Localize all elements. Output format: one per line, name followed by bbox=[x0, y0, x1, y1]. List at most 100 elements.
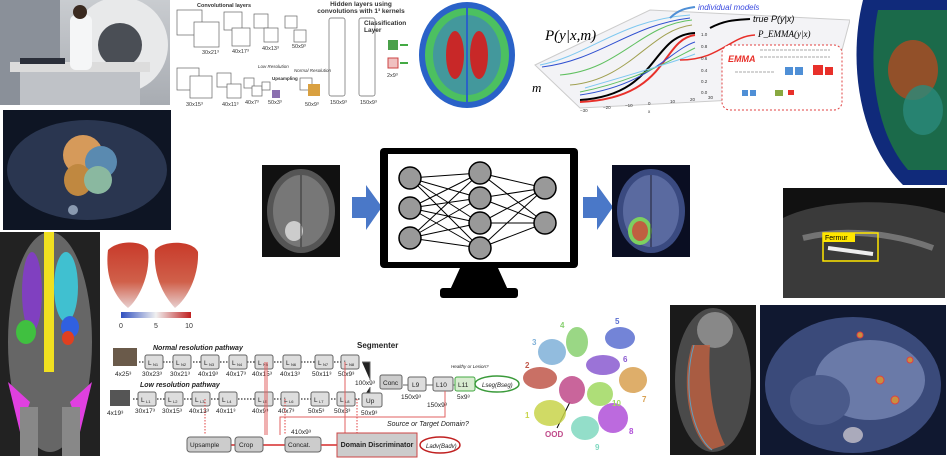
nn-connection bbox=[409, 222, 481, 239]
l9-block bbox=[407, 376, 427, 392]
domain-discriminator-block bbox=[336, 432, 418, 458]
layer-size: 40x15³ bbox=[252, 371, 273, 378]
nn-connection bbox=[409, 177, 481, 249]
conc-label: Conc bbox=[383, 380, 399, 387]
tsne-cluster-label: 7 bbox=[642, 395, 647, 404]
nn-connection bbox=[479, 187, 546, 249]
layer-subscript: L1 bbox=[146, 399, 151, 404]
input-size: 4x19³ bbox=[107, 410, 124, 417]
layer-label: L bbox=[232, 360, 236, 367]
layer-block bbox=[254, 354, 274, 370]
layer-block bbox=[336, 391, 356, 407]
emma-label: EMMA bbox=[728, 54, 756, 64]
x-tick: −30 bbox=[580, 108, 588, 113]
conc-size: 100x9³ bbox=[355, 380, 376, 387]
layer-label: L bbox=[204, 360, 208, 367]
l10-size: 150x9³ bbox=[427, 402, 448, 409]
healthy-label: Healthy or Lesion? bbox=[451, 364, 489, 369]
nn-node bbox=[398, 166, 422, 190]
layer-subscript: N6 bbox=[291, 362, 297, 367]
tsne-cluster-plot: 1 2 3 4 5 6 7 8 9 10 OOD bbox=[515, 310, 665, 460]
size-label: 50x9³ bbox=[292, 44, 306, 50]
size-label: 40x13³ bbox=[262, 46, 279, 52]
normal-path-label: Normal resolution pathway bbox=[153, 345, 244, 352]
nn-node bbox=[533, 176, 557, 200]
size-label: 50x9³ bbox=[305, 102, 319, 108]
output-segmented-brain bbox=[612, 165, 690, 257]
arrow-right-icon bbox=[352, 185, 382, 230]
nn-connection bbox=[479, 187, 546, 224]
layer-subscript: N2 bbox=[181, 362, 187, 367]
layer-label: L bbox=[340, 397, 344, 404]
x-tick: 0 bbox=[648, 101, 651, 106]
tsne-cluster-label: 1 bbox=[525, 411, 530, 420]
input-size: 4x25³ bbox=[115, 371, 132, 378]
tsne-cluster bbox=[587, 382, 613, 406]
z-tick: 0.4 bbox=[701, 68, 708, 73]
layer-subscript: L7 bbox=[319, 399, 324, 404]
tsne-cluster bbox=[619, 367, 647, 393]
layer-subscript: N4 bbox=[237, 362, 243, 367]
heart-3d-map: 0 5 10 bbox=[103, 240, 203, 332]
z-tick: 0.2 bbox=[701, 79, 708, 84]
layer-label: L bbox=[258, 397, 262, 404]
layer-label: L bbox=[195, 397, 199, 404]
size-label: 50x3³ bbox=[268, 100, 282, 106]
l9-size: 150x9³ bbox=[401, 394, 422, 401]
layer-label: L bbox=[148, 360, 152, 367]
layer-size: 40x9³ bbox=[252, 408, 269, 415]
layer-size: 50x9³ bbox=[338, 371, 355, 378]
layer-size: 50x3³ bbox=[334, 408, 351, 415]
crop-label: Crop bbox=[239, 442, 253, 449]
nn-connection bbox=[409, 177, 481, 224]
layer-block bbox=[314, 354, 334, 370]
low-res-label: Low Resolution bbox=[258, 64, 289, 69]
size-label: 2x9³ bbox=[387, 73, 398, 79]
layer-subscript: N1 bbox=[153, 362, 159, 367]
domain-adaptation-segmenter-diagram: Normal resolution pathway Low resolution… bbox=[105, 335, 520, 460]
tsne-cluster bbox=[571, 416, 599, 440]
l10-label: L10 bbox=[436, 382, 447, 389]
layer-size: 30x21³ bbox=[170, 371, 191, 378]
layer-subscript: N5 bbox=[263, 362, 269, 367]
layer-block bbox=[200, 354, 220, 370]
tsne-cluster bbox=[523, 367, 557, 389]
layer-label: L bbox=[314, 397, 318, 404]
tsne-cluster-label: 8 bbox=[629, 427, 634, 436]
colorbar-tick: 5 bbox=[154, 323, 158, 330]
layer-size: 40x19³ bbox=[198, 371, 219, 378]
tsne-cluster-label: 6 bbox=[623, 355, 628, 364]
nn-connection bbox=[409, 172, 481, 209]
layer-label: L bbox=[222, 397, 226, 404]
tsne-cluster-label: 9 bbox=[595, 443, 600, 452]
layer-block bbox=[137, 391, 157, 407]
layer-subscript: L6 bbox=[289, 399, 294, 404]
layer-subscript: L8 bbox=[345, 399, 350, 404]
whole-body-mri-segmentation bbox=[0, 232, 100, 456]
size-label: 40x17³ bbox=[232, 49, 249, 55]
layer-size: 30x23³ bbox=[142, 371, 163, 378]
layer-label: L bbox=[141, 397, 145, 404]
nn-node bbox=[468, 236, 492, 260]
nn-node bbox=[468, 211, 492, 235]
layer-size: 40x13³ bbox=[189, 408, 210, 415]
x-tick: −10 bbox=[625, 103, 633, 108]
layer-size: 40x11³ bbox=[216, 408, 236, 415]
emma-ensemble-plot: P(y|x,m) m individual models true P(y|x)… bbox=[530, 0, 850, 115]
nn-node bbox=[398, 196, 422, 220]
size-label: 150x9³ bbox=[330, 100, 347, 106]
size-label: 40x11³ bbox=[222, 102, 239, 108]
normal-res-label: Normal Resolution bbox=[294, 68, 332, 73]
fetal-ultrasound-femur: Fermur bbox=[783, 188, 945, 298]
nn-connection bbox=[409, 237, 481, 249]
size-label: 40x7³ bbox=[245, 100, 259, 106]
layer-label: L bbox=[318, 360, 322, 367]
discriminator-label: Domain Discriminator bbox=[341, 442, 414, 449]
nn-connection bbox=[409, 172, 481, 239]
layer-subscript: N7 bbox=[323, 362, 329, 367]
layer-block bbox=[282, 354, 302, 370]
mri-scanner-photo bbox=[0, 0, 170, 105]
colorbar-tick: 10 bbox=[185, 323, 193, 330]
nn-connection bbox=[409, 197, 481, 239]
l10-block bbox=[432, 376, 454, 392]
